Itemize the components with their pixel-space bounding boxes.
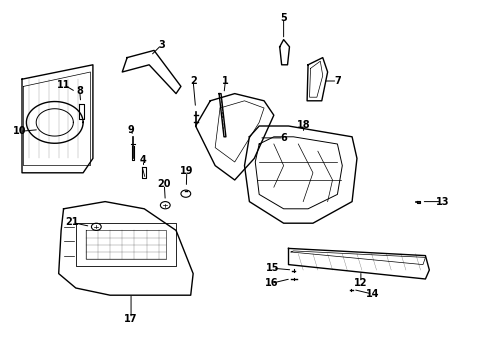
- Text: 21: 21: [65, 217, 79, 228]
- Text: 20: 20: [157, 179, 171, 189]
- Text: 10: 10: [13, 126, 26, 136]
- Text: 2: 2: [189, 76, 196, 86]
- Text: 7: 7: [333, 76, 340, 86]
- Text: 3: 3: [158, 40, 164, 50]
- Text: 5: 5: [280, 13, 286, 23]
- Text: 9: 9: [127, 125, 134, 135]
- Text: 8: 8: [76, 86, 83, 96]
- Text: 11: 11: [57, 80, 70, 90]
- Text: 18: 18: [297, 120, 310, 130]
- Text: 12: 12: [353, 278, 367, 288]
- Text: 17: 17: [124, 314, 138, 324]
- Text: 16: 16: [264, 278, 278, 288]
- Text: 15: 15: [265, 263, 279, 273]
- Text: 19: 19: [180, 166, 193, 176]
- Text: 4: 4: [140, 155, 146, 165]
- Text: 1: 1: [222, 76, 228, 86]
- Text: 6: 6: [280, 133, 286, 143]
- Text: 14: 14: [365, 289, 379, 299]
- Text: 13: 13: [435, 197, 448, 207]
